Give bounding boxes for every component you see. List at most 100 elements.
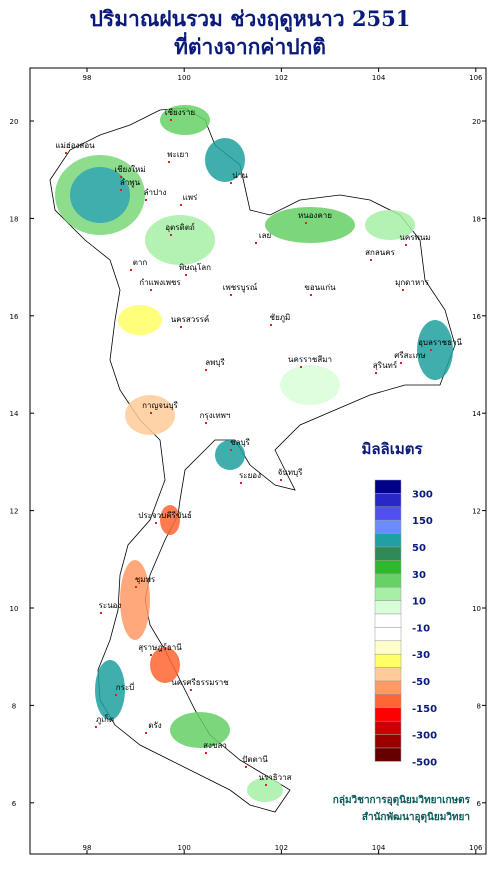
map xyxy=(49,105,456,813)
lat-label: 8 xyxy=(12,702,16,710)
legend-swatch xyxy=(374,627,402,642)
legend-swatch xyxy=(374,613,402,628)
station xyxy=(430,349,432,351)
province-label: ลำพูน xyxy=(120,178,141,188)
province-label: นครราชสีมา xyxy=(288,355,332,364)
station xyxy=(65,152,67,154)
province-label: นครศรีธรรมราช xyxy=(171,678,229,687)
province-label: น่าน xyxy=(232,171,248,180)
station xyxy=(180,204,182,206)
station xyxy=(155,522,157,524)
station xyxy=(205,369,207,371)
lat-label: 12 xyxy=(472,508,481,516)
station xyxy=(170,119,172,121)
lat-label: 6 xyxy=(477,800,482,808)
legend-label: -150 xyxy=(412,704,437,715)
lat-label: 18 xyxy=(10,215,19,223)
province-label: ขอนแก่น xyxy=(304,283,336,292)
province-label: นราธิวาส xyxy=(258,773,291,782)
station xyxy=(205,752,207,754)
lat-label: 18 xyxy=(472,215,481,223)
legend-swatch xyxy=(374,707,402,722)
legend-swatch xyxy=(374,694,402,709)
legend-swatch xyxy=(374,560,402,575)
legend-label: 30 xyxy=(412,570,426,581)
legend-swatch xyxy=(374,573,402,588)
lon-label: 106 xyxy=(469,74,483,82)
province-label: ระนอง xyxy=(99,601,122,610)
province-label: หนองคาย xyxy=(298,211,332,220)
credit: สำนักพัฒนาอุตุนิยมวิทยา xyxy=(362,811,470,823)
legend: มิลลิเมตร 300 150 50 30 10 -10 -30 -50 -150 -300 -… xyxy=(361,440,437,768)
province-label: สงขลา xyxy=(203,741,227,750)
lon-label: 100 xyxy=(178,74,191,82)
station xyxy=(150,412,152,414)
province-label: ตาก xyxy=(133,258,148,267)
station xyxy=(180,326,182,328)
province-label: สุราษฎร์ธานี xyxy=(138,642,182,652)
station xyxy=(370,259,372,261)
legend-swatch xyxy=(374,640,402,655)
station xyxy=(405,244,407,246)
province-label: แม่ฮ่องสอน xyxy=(55,141,95,150)
legend-label: -10 xyxy=(412,623,430,634)
province-label: ตรัง xyxy=(148,721,161,730)
legend-swatch xyxy=(374,747,402,762)
lat-label: 12 xyxy=(10,508,19,516)
station xyxy=(135,586,137,588)
province-label: อุตรดิตถ์ xyxy=(165,222,195,232)
station xyxy=(305,222,307,224)
station xyxy=(400,362,402,364)
station xyxy=(145,732,147,734)
lat-label: 16 xyxy=(10,313,19,321)
legend-label: -50 xyxy=(412,677,430,688)
province-label: ระยอง xyxy=(239,471,261,480)
legend-swatch xyxy=(374,680,402,695)
subtitle: ที่ต่างจากค่าปกติ xyxy=(174,31,326,59)
province-label: พิษณุโลก xyxy=(179,262,211,272)
province-label: ลพบุรี xyxy=(205,358,225,367)
legend-label: 150 xyxy=(412,516,433,527)
station xyxy=(115,694,117,696)
station xyxy=(120,189,122,191)
province-label: ประจวบคีรีขันธ์ xyxy=(138,510,192,520)
station xyxy=(280,479,282,481)
lon-label: 98 xyxy=(83,844,92,852)
lat-label: 6 xyxy=(12,800,17,808)
legend-swatch xyxy=(374,493,402,508)
map-frame xyxy=(29,67,487,855)
lat-label: 14 xyxy=(10,410,19,418)
province-label: แพร่ xyxy=(183,193,198,202)
lon-label: 102 xyxy=(275,74,288,82)
province-label: กำแพงเพชร xyxy=(139,278,181,287)
lat-label: 20 xyxy=(10,118,19,126)
legend-label: 300 xyxy=(412,489,433,500)
station xyxy=(265,784,267,786)
station xyxy=(150,654,152,656)
lon-label: 100 xyxy=(178,844,191,852)
legend-swatch xyxy=(374,586,402,601)
legend-swatch xyxy=(374,519,402,534)
station xyxy=(95,726,97,728)
station xyxy=(240,482,242,484)
province-label: อุบลราชธานี xyxy=(418,338,462,347)
province-label: นครพนม xyxy=(399,233,430,242)
legend-swatch xyxy=(374,734,402,749)
province-label: ภูเก็ต xyxy=(96,714,114,725)
lon-label: 106 xyxy=(469,844,483,852)
legend-swatch xyxy=(374,506,402,521)
legend-swatch xyxy=(374,600,402,615)
legend-swatch xyxy=(374,546,402,561)
province-label: เลย xyxy=(259,231,271,240)
title: ปริมาณฝนรวม ช่วงฤดูหนาว 2551 xyxy=(90,6,411,33)
station xyxy=(255,242,257,244)
legend-swatch xyxy=(374,533,402,548)
legend-title: มิลลิเมตร xyxy=(361,440,423,458)
province-label: พะเยา xyxy=(167,150,188,159)
province-label: ลำปาง xyxy=(144,188,167,197)
station xyxy=(270,324,272,326)
province-label: ชลบุรี xyxy=(230,438,250,447)
province-label: กระบี่ xyxy=(116,681,135,692)
station xyxy=(185,274,187,276)
